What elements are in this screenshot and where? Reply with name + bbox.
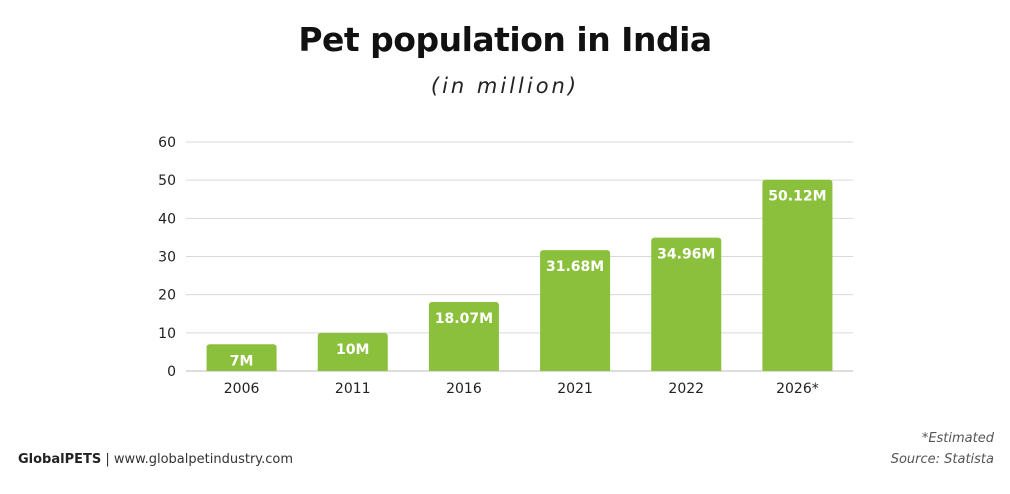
source-note: Source: Statista bbox=[890, 452, 994, 467]
bar-2026* bbox=[762, 179, 833, 371]
y-tick-label-20: 20 bbox=[158, 288, 176, 304]
bar-base-2016 bbox=[428, 367, 499, 371]
bar-base-2021 bbox=[540, 367, 611, 371]
data-label-2026*: 50.12M bbox=[768, 189, 826, 205]
y-tick-label-30: 30 bbox=[158, 250, 176, 266]
estimated-note: *Estimated bbox=[921, 431, 994, 446]
x-tick-label-2021: 2021 bbox=[557, 381, 593, 397]
footer-credit: GlobalPETS | www.globalpetindustry.com bbox=[18, 452, 293, 467]
bar-2006 bbox=[206, 344, 277, 371]
data-label-2016: 18.07M bbox=[435, 311, 493, 327]
data-label-2006: 7M bbox=[230, 353, 254, 369]
y-tick-label-60: 60 bbox=[158, 135, 176, 151]
y-tick-label-0: 0 bbox=[167, 364, 176, 380]
bar-base-2006 bbox=[206, 367, 277, 371]
bar-base-2026* bbox=[762, 367, 833, 371]
x-tick-label-2022: 2022 bbox=[668, 381, 704, 397]
bar-base-2011 bbox=[317, 367, 388, 371]
chart-subtitle: (in million) bbox=[430, 74, 580, 98]
brand-name: GlobalPETS bbox=[18, 452, 102, 467]
footer-notes: *Estimated Source: Statista bbox=[891, 428, 994, 470]
y-tick-label-40: 40 bbox=[158, 211, 176, 227]
bar-base-2022 bbox=[651, 367, 722, 371]
data-label-2021: 31.68M bbox=[546, 259, 604, 275]
y-tick-label-10: 10 bbox=[158, 326, 176, 342]
bar-2022 bbox=[651, 237, 722, 371]
bar-2016 bbox=[428, 302, 499, 371]
x-tick-label-2006: 2006 bbox=[224, 381, 260, 397]
x-tick-label-2016: 2016 bbox=[446, 381, 482, 397]
x-tick-label-2026*: 2026* bbox=[776, 381, 819, 397]
bar-2021 bbox=[540, 250, 611, 371]
data-label-2022: 34.96M bbox=[657, 247, 715, 263]
y-tick-label-50: 50 bbox=[158, 173, 176, 189]
website-link[interactable]: www.globalpetindustry.com bbox=[113, 452, 294, 467]
bar-2011 bbox=[317, 332, 388, 371]
x-tick-label-2011: 2011 bbox=[335, 381, 371, 397]
data-label-2011: 10M bbox=[336, 342, 369, 358]
footer-separator: | bbox=[105, 452, 110, 467]
chart-title: Pet population in India bbox=[298, 20, 712, 59]
